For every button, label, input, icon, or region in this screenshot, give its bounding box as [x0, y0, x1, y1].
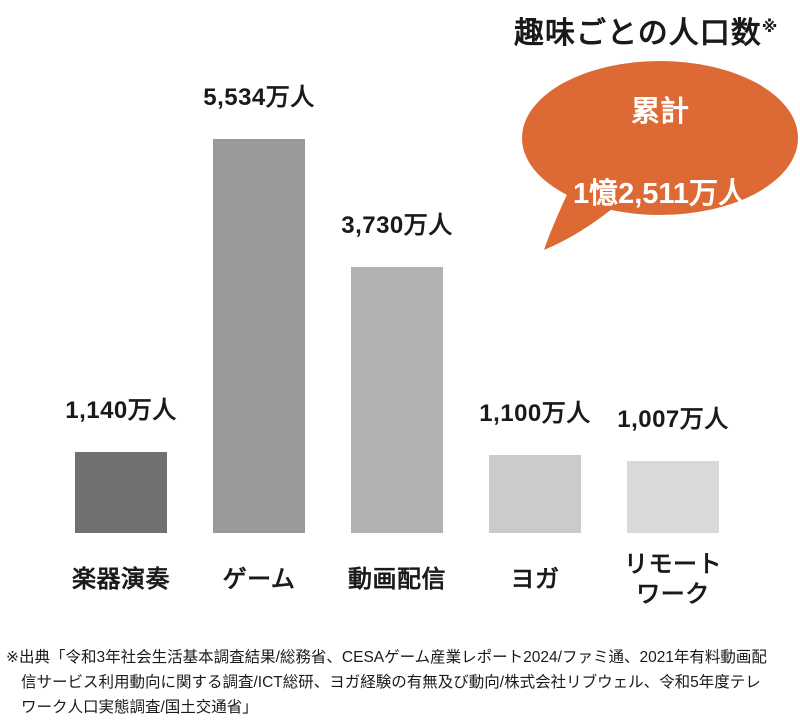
bar-value-label-4: 1,007万人	[617, 406, 729, 433]
category-label-1: ゲーム	[222, 566, 296, 593]
page-title: 趣味ごとの人口数※	[514, 8, 778, 52]
source-line: 信サービス利用動向に関する調査/ICT総研、ヨガ経験の有無及び動向/株式会社リブ…	[21, 674, 761, 691]
bar-4	[627, 461, 719, 533]
bar-value-label-0: 1,140万人	[65, 397, 177, 424]
total-annotation-value: 1憶2,511万人	[572, 178, 748, 210]
source-note: ※出典「令和3年社会生活基本調査結果/総務省、CESAゲーム産業レポート2024…	[6, 645, 796, 720]
total-annotation: 累計 1憶2,511万人	[523, 92, 797, 215]
bar-value-label-3: 1,100万人	[479, 400, 591, 427]
category-label-4: リモート ワーク	[624, 551, 722, 608]
page-title-text: 趣味ごとの人口数	[514, 17, 762, 50]
bar-value-label-2: 3,730万人	[341, 212, 453, 239]
title-note-mark: ※	[761, 19, 779, 36]
total-annotation-label: 累計	[630, 96, 689, 128]
bar-0	[75, 452, 167, 533]
category-label-2: 動画配信	[348, 566, 446, 593]
source-line: ワーク人口実態調査/国土交通省」	[21, 699, 258, 716]
total-speech-bubble	[522, 61, 798, 250]
source-line: ※出典「令和3年社会生活基本調査結果/総務省、CESAゲーム産業レポート2024…	[6, 649, 767, 666]
category-label-3: ヨガ	[510, 566, 560, 593]
bar-1	[213, 139, 305, 533]
bar-3	[489, 455, 581, 533]
bar-value-label-1: 5,534万人	[203, 84, 315, 111]
bar-2	[351, 267, 443, 533]
speech-bubble-body	[522, 61, 798, 215]
category-row: 楽器演奏 ゲーム 動画配信 ヨガ リモート ワーク	[72, 548, 725, 612]
chart-plot: 1,140万人 5,534万人 3,730万人 1,100万人 1,007万人	[65, 0, 728, 533]
category-label-0: 楽器演奏	[72, 566, 170, 593]
